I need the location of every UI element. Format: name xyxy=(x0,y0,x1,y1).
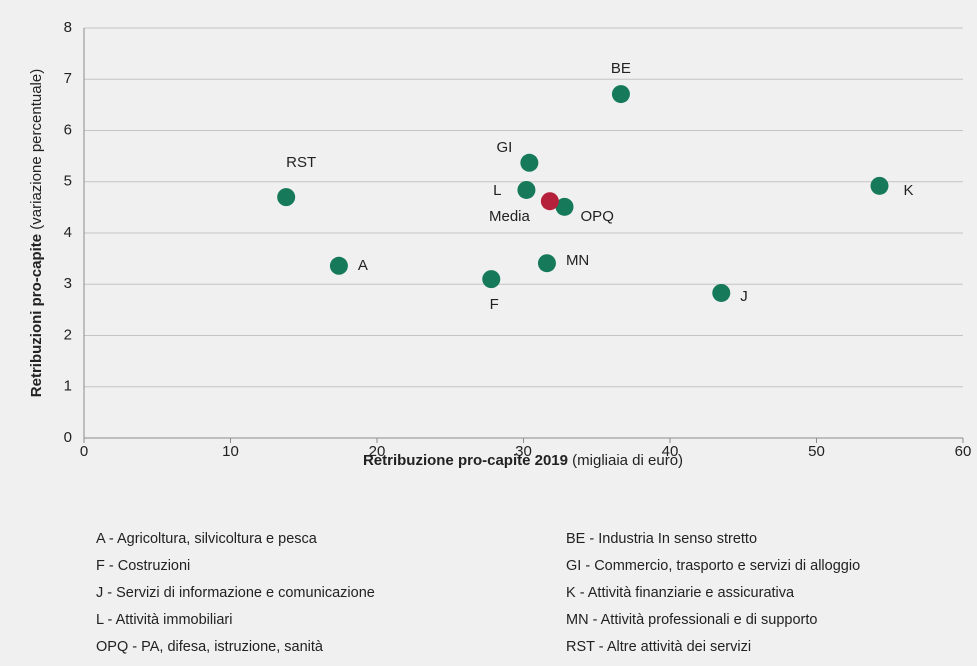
y-tick-label: 1 xyxy=(64,378,72,395)
y-tick-label: 0 xyxy=(64,429,72,446)
point xyxy=(277,188,296,207)
point-label: L xyxy=(493,182,501,199)
point-label: GI xyxy=(497,139,513,156)
point-label: OPQ xyxy=(581,208,614,225)
point-label: MN xyxy=(566,252,589,269)
point-label: A xyxy=(358,257,368,274)
x-tick-label: 50 xyxy=(808,443,825,460)
legend-note: L - Attività immobiliari xyxy=(96,612,232,628)
legend-note: GI - Commercio, trasporto e servizi di a… xyxy=(566,558,860,574)
point-label: F xyxy=(490,296,499,313)
point-label: K xyxy=(903,182,913,199)
x-tick-label: 0 xyxy=(80,443,88,460)
point xyxy=(329,256,348,275)
y-axis-label-bold: Retribuzioni pro-capite xyxy=(28,234,45,397)
y-tick-label: 3 xyxy=(64,275,72,292)
x-tick-label: 30 xyxy=(515,443,532,460)
y-tick-label: 8 xyxy=(64,19,72,36)
x-tick-label: 20 xyxy=(369,443,386,460)
point-label: RST xyxy=(286,154,316,171)
legend-note: F - Costruzioni xyxy=(96,558,190,574)
point xyxy=(555,197,574,216)
y-tick-label: 2 xyxy=(64,326,72,343)
point-label: BE xyxy=(611,60,631,77)
legend-note: BE - Industria In senso stretto xyxy=(566,531,757,547)
point xyxy=(712,283,731,302)
point xyxy=(611,85,630,104)
y-axis-label: Retribuzioni pro-capite (variazione perc… xyxy=(28,69,45,397)
legend-note: RST - Altre attività dei servizi xyxy=(566,639,751,655)
point xyxy=(482,270,501,289)
x-axis-label: Retribuzione pro-capite 2019 (migliaia d… xyxy=(363,452,683,469)
y-tick-label: 6 xyxy=(64,121,72,138)
y-tick-label: 4 xyxy=(64,224,72,241)
legend-note: J - Servizi di informazione e comunicazi… xyxy=(96,585,375,601)
point-label: J xyxy=(740,288,748,305)
point xyxy=(517,180,536,199)
x-tick-label: 10 xyxy=(222,443,239,460)
point-label: Media xyxy=(489,208,531,225)
x-axis-label-bold: Retribuzione pro-capite 2019 xyxy=(363,452,568,469)
point xyxy=(537,254,556,273)
x-tick-label: 40 xyxy=(662,443,679,460)
x-axis-label-normal: (migliaia di euro) xyxy=(572,452,683,469)
y-axis-label-normal: (variazione percentuale) xyxy=(28,69,45,230)
legend-note: A - Agricoltura, silvicoltura e pesca xyxy=(96,531,318,547)
point xyxy=(520,153,539,172)
legend-note: MN - Attività professionali e di support… xyxy=(566,612,817,628)
y-tick-label: 7 xyxy=(64,70,72,87)
legend-note: K - Attività finanziarie e assicurativa xyxy=(566,585,795,601)
point xyxy=(540,192,559,211)
legend-note: OPQ - PA, difesa, istruzione, sanità xyxy=(96,639,324,655)
point xyxy=(870,176,889,195)
y-tick-label: 5 xyxy=(64,173,72,190)
x-tick-label: 60 xyxy=(955,443,972,460)
